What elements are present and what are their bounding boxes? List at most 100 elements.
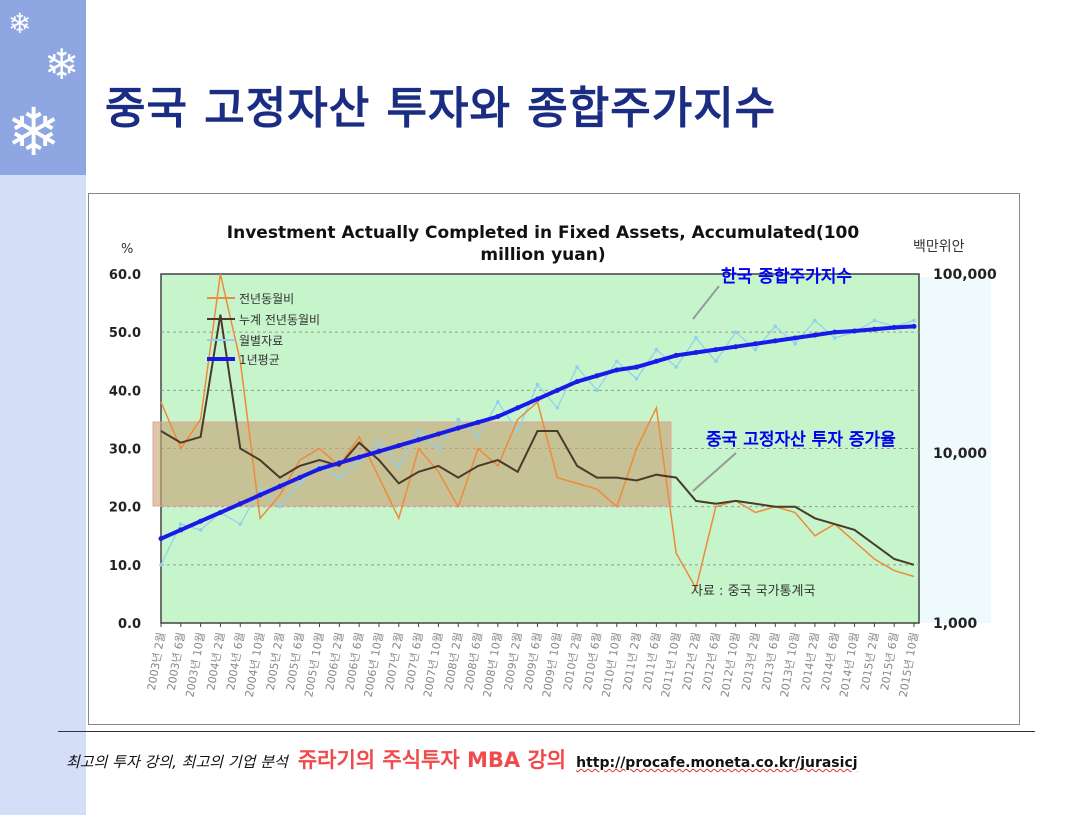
right-y-tick-label: 10,000 xyxy=(933,446,987,462)
footer-tagline: 최고의 투자 강의, 최고의 기업 분석 xyxy=(66,753,288,771)
legend: 전년동월비 누계 전년동월비 월별자료 1년평균 xyxy=(207,292,320,367)
data-point xyxy=(891,325,897,331)
data-point xyxy=(693,350,699,356)
chart-title-line2: million yuan) xyxy=(480,245,605,265)
x-tick-label: 2003년 6월 xyxy=(165,631,188,691)
x-tick-label: 2015년 6월 xyxy=(878,631,901,691)
data-point xyxy=(673,352,679,358)
data-point xyxy=(871,326,877,332)
data-point xyxy=(217,509,223,515)
x-tick-label: 2006년 2월 xyxy=(323,631,346,691)
data-point xyxy=(792,335,798,341)
data-point xyxy=(297,481,302,486)
data-point xyxy=(535,396,540,402)
y-tick-label: 40.0 xyxy=(109,384,141,399)
y-tick-label: 30.0 xyxy=(109,443,141,458)
x-tick-label: 2005년 2월 xyxy=(264,631,287,691)
data-point xyxy=(753,347,758,352)
x-tick-label: 2013년 6월 xyxy=(759,631,782,691)
data-point xyxy=(654,347,659,352)
legend-label: 월별자료 xyxy=(239,334,283,348)
data-point xyxy=(179,522,183,526)
x-tick-label: 2007년 6월 xyxy=(403,631,426,691)
x-tick-label: 2009년 6월 xyxy=(521,631,544,691)
data-point xyxy=(515,429,520,433)
data-point xyxy=(832,329,838,335)
data-point xyxy=(435,431,441,437)
data-point xyxy=(495,414,501,420)
left-axis-unit: % xyxy=(121,242,133,257)
data-point xyxy=(475,419,481,425)
data-point xyxy=(396,464,401,468)
data-point xyxy=(396,443,402,449)
highlight-band xyxy=(152,421,672,507)
x-tick-label: 2012년 6월 xyxy=(700,631,723,691)
x-tick-label: 2011년 2월 xyxy=(621,631,644,691)
slide-corner-block: ❄ ❄ ❄ xyxy=(0,0,86,175)
snowflake-icon: ❄ xyxy=(6,94,62,171)
data-point xyxy=(674,365,679,369)
data-point xyxy=(752,341,758,347)
chart: Investment Actually Completed in Fixed A… xyxy=(109,223,997,698)
x-tick-label: 2012년 2월 xyxy=(680,631,703,691)
series-line-1 xyxy=(160,314,915,566)
data-point xyxy=(278,504,282,509)
x-tick-label: 2015년 2월 xyxy=(858,631,881,691)
footer-divider xyxy=(58,731,1035,732)
data-point xyxy=(575,365,579,369)
data-point xyxy=(198,518,204,524)
data-point xyxy=(555,405,560,410)
data-point xyxy=(198,528,203,532)
x-tick-label: 2009년 2월 xyxy=(502,631,525,691)
chart-frame: Investment Actually Completed in Fixed A… xyxy=(88,193,1020,725)
data-point xyxy=(178,527,184,533)
data-point xyxy=(476,435,480,439)
data-point xyxy=(595,388,599,393)
x-tick-label: 2006년 6월 xyxy=(343,631,366,691)
y-tick-label: 60.0 xyxy=(109,268,141,283)
annotation-arrow xyxy=(692,452,737,492)
data-point xyxy=(614,359,619,364)
data-point xyxy=(376,448,382,454)
footer: 최고의 투자 강의, 최고의 기업 분석 쥬라기의 주식투자 MBA 강의 ht… xyxy=(66,744,858,774)
x-tick-label: 2011년 6월 xyxy=(640,631,663,691)
x-tick-label: 2004년 6월 xyxy=(224,631,247,691)
data-point xyxy=(912,318,916,323)
x-tick-label: 2003년 2월 xyxy=(145,631,168,691)
footer-brand: 쥬라기의 주식투자 MBA 강의 xyxy=(297,748,567,772)
y-tick-label: 10.0 xyxy=(109,559,141,574)
x-tick-label: 2014년 6월 xyxy=(819,631,842,691)
data-point xyxy=(634,376,639,381)
data-point xyxy=(238,522,243,526)
x-tick-label: 2005년 6월 xyxy=(284,631,307,691)
y-tick-label: 50.0 xyxy=(109,326,141,341)
data-point xyxy=(793,342,797,346)
data-point xyxy=(694,336,698,340)
data-point xyxy=(356,454,362,460)
data-point xyxy=(258,487,262,492)
snowflake-icon: ❄ xyxy=(44,40,80,89)
y-tick-label: 0.0 xyxy=(118,617,141,632)
x-tick-label: 2014년 2월 xyxy=(799,631,822,691)
data-point xyxy=(872,318,877,323)
right-y-tick-label: 1,000 xyxy=(933,616,978,632)
x-tick-label: 2004년 2월 xyxy=(204,631,227,691)
data-point xyxy=(416,437,422,443)
data-point xyxy=(773,324,778,329)
data-point xyxy=(336,460,342,466)
legend-label: 누계 전년동월비 xyxy=(239,313,320,327)
data-point xyxy=(813,318,817,323)
snowflake-icon: ❄ xyxy=(8,7,32,40)
right-index-panel xyxy=(919,277,991,623)
data-point xyxy=(455,425,461,431)
data-point xyxy=(496,400,500,404)
data-point xyxy=(832,336,837,340)
annotation-arrow xyxy=(692,285,720,320)
x-tick-label: 2008년 2월 xyxy=(442,631,465,691)
footer-url-link[interactable]: http://procafe.moneta.co.kr/jurasicj xyxy=(576,755,858,771)
data-point xyxy=(574,379,580,385)
data-point xyxy=(337,475,342,480)
data-point xyxy=(416,429,421,433)
data-point xyxy=(634,364,640,370)
data-point xyxy=(852,328,858,334)
